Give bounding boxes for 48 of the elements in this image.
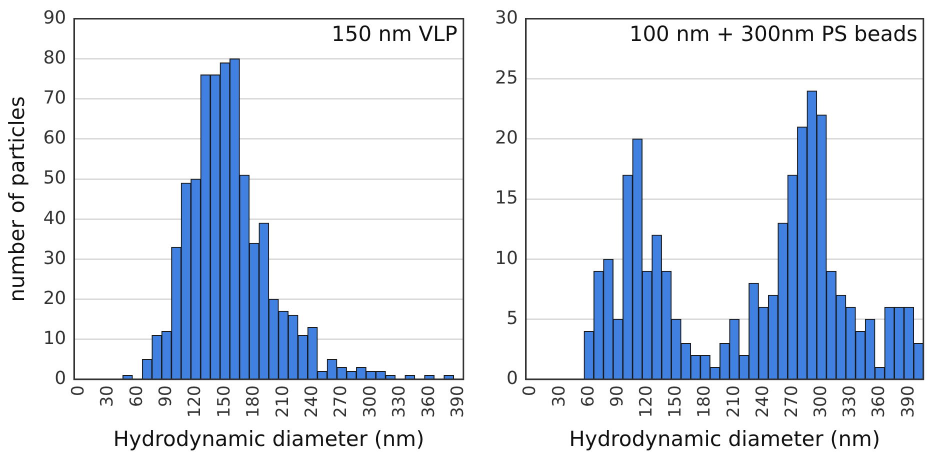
y-tick-label: 60 [43,128,66,149]
y-tick-label: 10 [43,328,66,349]
y-tick-label: 5 [506,308,518,329]
x-tick-label: 240 [302,385,322,418]
x-tick-label: 120 [185,385,206,418]
y-axis-title: number of particles [5,96,30,302]
x-axis-title: Hydrodynamic diameter (nm) [113,426,424,451]
x-tick-label: 270 [782,385,802,418]
y-tick-label: 30 [43,248,66,269]
x-tick-label: 0 [520,385,540,396]
x-tick-label: 150 [214,385,234,418]
x-tick-label: 150 [666,385,686,418]
x-tick-label: 90 [607,385,628,407]
x-tick-label: 30 [549,385,570,407]
x-tick-label: 330 [390,385,410,418]
x-tick-label: 30 [98,385,118,407]
x-tick-label: 180 [244,385,264,418]
x-tick-label: 390 [448,385,468,418]
x-tick-label: 90 [156,385,176,407]
y-tick-label: 10 [495,248,518,269]
chart-title: 150 nm VLP [331,22,458,46]
chart-title: 100 nm + 300nm PS beads [629,22,918,46]
y-tick-label: 70 [43,88,66,109]
x-tick-label: 300 [811,385,832,418]
x-tick-label: 60 [126,385,147,407]
x-tick-label: 0 [68,385,88,396]
x-tick-label: 180 [694,385,715,418]
y-tick-label: 20 [43,288,66,309]
y-tick-label: 25 [495,68,518,89]
x-tick-label: 240 [752,385,773,418]
y-tick-label: 90 [43,7,66,28]
y-tick-label: 80 [43,48,66,69]
x-tick-label: 270 [331,385,352,418]
x-axis-title: Hydrodynamic diameter (nm) [569,426,880,451]
y-tick-label: 15 [495,188,518,209]
x-tick-label: 330 [840,385,860,418]
x-tick-label: 300 [360,385,380,418]
x-tick-label: 120 [636,385,657,418]
y-tick-label: 20 [495,128,518,149]
x-tick-label: 210 [724,385,744,418]
x-tick-label: 210 [272,385,293,418]
y-tick-label: 30 [495,7,518,28]
x-tick-label: 360 [418,385,439,418]
x-tick-label: 390 [898,385,918,418]
y-tick-label: 50 [43,168,66,189]
y-tick-label: 40 [43,208,66,229]
x-tick-label: 60 [578,385,598,407]
x-tick-label: 360 [869,385,890,418]
